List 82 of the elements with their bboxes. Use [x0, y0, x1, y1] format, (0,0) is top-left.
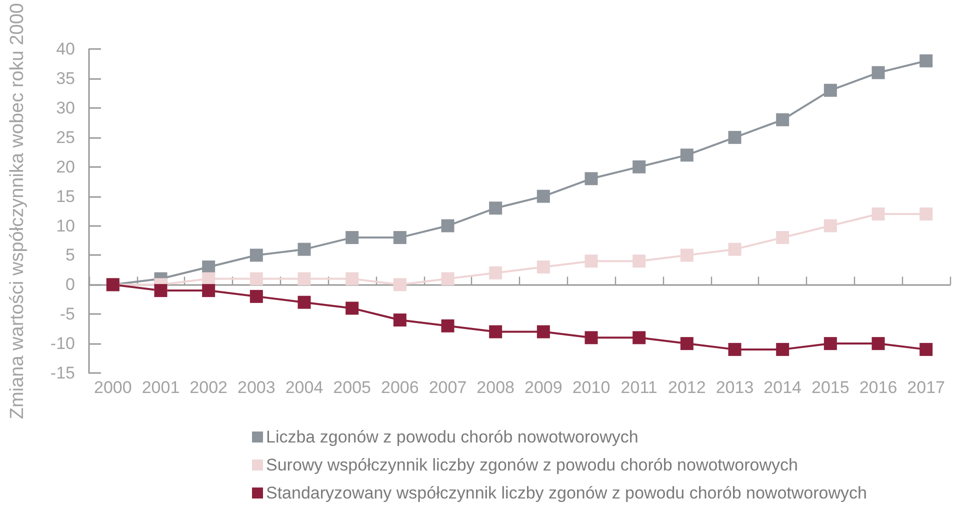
point — [346, 231, 359, 244]
x-tick-label: 2006 — [381, 378, 419, 397]
point — [680, 148, 694, 162]
point — [536, 260, 550, 274]
x-tick-label: 2013 — [716, 378, 754, 397]
point — [728, 242, 742, 256]
point — [680, 337, 694, 350]
x-tick-label: 2003 — [238, 378, 276, 397]
y-tick-label: -5 — [60, 304, 75, 324]
x-tick-label: 2009 — [524, 378, 562, 397]
point — [728, 342, 742, 356]
legend-label: Surowy współczynnik liczby zgonów z powodu chorób nowotworowych — [266, 456, 798, 474]
point — [536, 325, 550, 338]
point — [728, 130, 742, 144]
y-tick-label: 5 — [66, 246, 75, 265]
point — [489, 325, 502, 338]
y-tick-label: -10 — [50, 334, 75, 354]
y-tick-label: 15 — [56, 186, 75, 206]
y-tick-label: 25 — [56, 128, 75, 147]
point — [632, 160, 646, 174]
point — [250, 272, 263, 286]
x-tick-label: 2011 — [620, 378, 658, 397]
y-tick-label: 10 — [56, 216, 75, 236]
point — [872, 66, 885, 80]
point — [680, 248, 694, 262]
x-tick-label: 2002 — [190, 378, 228, 397]
x-tick-label: 2000 — [94, 378, 132, 397]
y-tick-label: 0 — [66, 275, 75, 294]
x-tick-label: 2016 — [859, 378, 898, 397]
point — [250, 248, 263, 262]
point — [393, 278, 406, 292]
point — [872, 337, 885, 350]
x-tick-label: 2010 — [572, 378, 610, 397]
point — [298, 272, 311, 286]
legend-label: Standaryzowany współczynnik liczby zgonów z powodu chorób nowotworowych — [266, 484, 867, 502]
point — [824, 337, 837, 350]
point — [776, 231, 790, 244]
point — [536, 190, 550, 203]
point — [346, 302, 359, 315]
point — [441, 219, 454, 232]
point — [441, 272, 454, 286]
point — [393, 231, 406, 244]
point — [489, 266, 502, 280]
y-tick-label: 20 — [56, 157, 75, 176]
x-tick-label: 2012 — [668, 378, 706, 397]
point — [776, 342, 790, 356]
x-tick-label: 2005 — [333, 378, 371, 397]
y-axis-title: Zmiana wartości współczynnika wobec roku 2000 — [7, 2, 28, 420]
point — [250, 290, 263, 303]
point — [776, 113, 790, 126]
y-tick-label: 40 — [56, 40, 75, 59]
point — [584, 331, 598, 344]
x-tick-label: 2014 — [764, 378, 802, 397]
point — [154, 284, 168, 298]
point — [202, 260, 216, 274]
point — [298, 242, 311, 256]
point — [920, 207, 933, 220]
x-tick-label: 2017 — [907, 378, 945, 397]
point — [632, 254, 646, 268]
point — [824, 84, 837, 97]
point — [584, 172, 598, 186]
point — [584, 254, 598, 268]
x-tick-label: 2004 — [285, 378, 324, 397]
point — [298, 296, 311, 309]
point — [872, 207, 885, 220]
point — [920, 54, 933, 68]
x-tick-label: 2001 — [142, 378, 180, 397]
x-tick-label: 2007 — [428, 378, 467, 397]
x-tick-label: 2015 — [812, 378, 850, 397]
y-tick-label: 35 — [56, 69, 75, 88]
legend-label: Liczba zgonów z powodu chorób nowotworowych — [266, 428, 638, 446]
point — [202, 284, 216, 298]
point — [920, 342, 933, 356]
point — [441, 319, 454, 332]
x-tick-label: 2008 — [476, 378, 514, 397]
point — [489, 202, 502, 215]
point — [824, 219, 837, 232]
point — [393, 313, 406, 326]
y-tick-label: 30 — [56, 98, 75, 118]
point — [632, 331, 646, 344]
y-tick-label: -15 — [50, 364, 75, 382]
point — [346, 272, 359, 286]
